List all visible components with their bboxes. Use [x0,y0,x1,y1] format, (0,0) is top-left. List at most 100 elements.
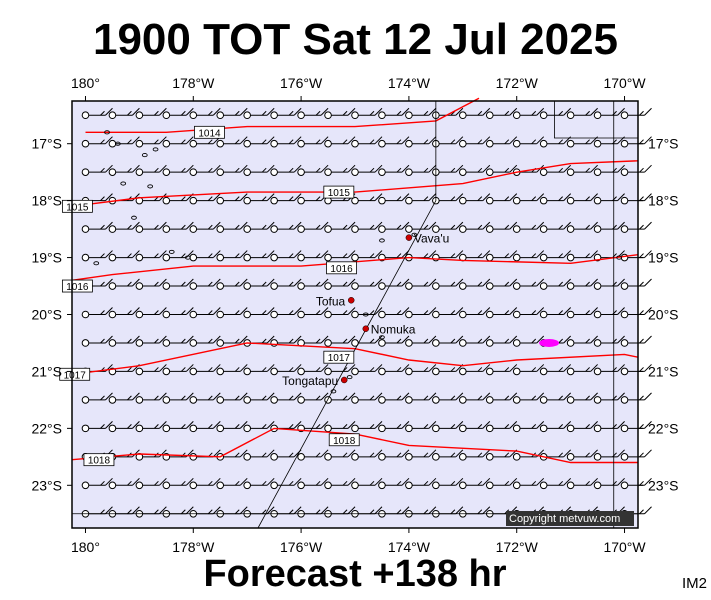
island [346,375,353,380]
wind-barb [432,221,464,233]
wind-barb [539,221,572,233]
wind-barb [270,364,302,376]
wind-barb [243,107,275,120]
wind-barb [324,421,356,433]
wind-barb [593,449,625,461]
wind-barb [566,136,598,148]
wind-barb [162,136,194,148]
wind-barb [81,392,113,404]
wind-barb [108,107,140,120]
lon-label-top: 180° [71,75,100,91]
wind-barb [405,193,437,205]
wind-barb [566,364,598,376]
wind-barb [297,307,329,319]
island [104,130,110,135]
wind-barb [351,449,383,461]
wind-barb [620,107,652,120]
wind-barb [378,193,410,205]
wind-barb [189,164,221,176]
isobar-label: 1015 [323,185,355,199]
wind-barb [512,335,545,347]
isobar-label-text: 1014 [198,128,221,139]
wind-barb [378,364,410,376]
signature: IM2 [682,575,708,592]
island [114,141,121,146]
wind-barb [351,107,383,120]
wind-barb [485,221,518,233]
wind-barb [81,136,113,148]
wind-barb [539,392,572,404]
wind-barb [324,250,356,262]
wind-barb [81,250,113,262]
wind-barb [189,136,221,148]
wind-barb [539,250,572,262]
isobar-1014 [85,97,480,134]
wind-barb [378,477,410,490]
islands [93,130,622,394]
wind-barb [270,107,302,120]
lon-label-top: 174°W [388,75,431,91]
island [411,232,418,237]
isobar-label-text: 1015 [66,202,89,213]
island [93,261,100,266]
wind-barb [216,250,248,262]
wind-barb [81,307,113,319]
wind-barb [539,164,572,176]
wind-barb [351,193,383,205]
lon-label-top: 170°W [603,75,646,91]
wind-barb [539,136,572,148]
wind-barb [243,421,275,433]
wind-barb [351,250,383,262]
copyright-box [506,511,634,526]
wind-barb [108,364,140,376]
island [141,153,148,158]
lat-label-left: 23°S [31,477,62,493]
wind-barb [566,477,598,490]
wind-barb [324,364,356,376]
wind-barb [539,421,572,433]
wind-barb [566,278,598,290]
wind-barb [459,164,491,176]
lon-label-bottom: 170°W [603,539,646,555]
lon-label-bottom: 180° [71,539,100,555]
wind-barb [135,477,167,490]
wind-barb [593,107,625,120]
wind-barb [620,221,652,233]
wind-barb [566,107,598,120]
wind-barb [297,164,329,176]
wind-barb [593,421,625,433]
wind-barb [162,278,194,290]
wind-barb [378,164,410,176]
wind-barb [512,136,545,148]
lat-label-left: 17°S [31,136,62,152]
place-label: Tofua [316,294,346,308]
wind-barb [135,392,167,404]
wind-barb [243,392,275,404]
wind-barb [485,392,518,404]
wind-barb [485,364,518,376]
wind-barb [243,250,275,262]
wind-barb [378,221,410,233]
wind-barb [270,164,302,176]
wind-barb [566,164,598,176]
wind-barb [216,335,248,347]
wind-barb [108,164,140,176]
wind-barb [512,278,545,290]
wind-barb [620,278,652,290]
wind-barb [459,392,491,404]
wind-barb [459,193,491,205]
wind-barb [459,477,491,490]
lon-label-top: 178°W [172,75,215,91]
wind-barb [620,364,652,376]
wind-barb [351,164,383,176]
wind-barb [162,221,194,233]
wind-barb [485,250,518,262]
wind-barb [405,364,437,376]
island [185,255,191,260]
wind-barb [270,250,302,262]
wind-barb [566,221,598,233]
wind-barb [351,278,383,290]
wind-barb [512,193,545,205]
wind-barb [108,477,140,490]
lat-label-left: 18°S [31,193,62,209]
